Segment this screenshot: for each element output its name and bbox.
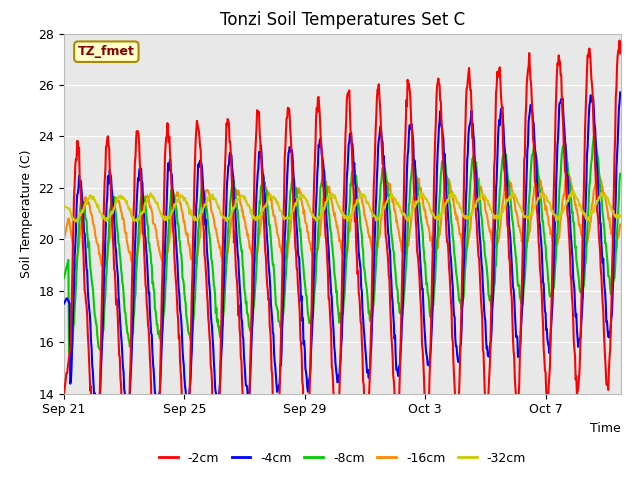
-4cm bbox=[436, 119, 444, 124]
-16cm bbox=[60, 237, 68, 242]
-4cm bbox=[616, 90, 624, 96]
-32cm bbox=[309, 212, 317, 217]
-8cm bbox=[347, 181, 355, 187]
-2cm bbox=[60, 391, 68, 396]
-32cm bbox=[436, 212, 444, 217]
-4cm bbox=[112, 248, 120, 254]
-4cm bbox=[380, 153, 388, 159]
-32cm bbox=[60, 203, 68, 209]
-8cm bbox=[590, 133, 598, 139]
-16cm bbox=[112, 196, 120, 202]
-32cm bbox=[112, 200, 120, 206]
-2cm bbox=[339, 258, 346, 264]
Line: -4cm: -4cm bbox=[64, 93, 620, 418]
-32cm bbox=[339, 209, 346, 215]
-2cm bbox=[380, 180, 388, 185]
-4cm bbox=[94, 415, 102, 420]
-2cm bbox=[112, 302, 120, 308]
-16cm bbox=[347, 219, 355, 225]
-2cm bbox=[309, 231, 317, 237]
-16cm bbox=[380, 198, 388, 204]
-8cm bbox=[380, 166, 388, 172]
-8cm bbox=[112, 212, 120, 218]
-2cm bbox=[347, 129, 355, 135]
Legend: -2cm, -4cm, -8cm, -16cm, -32cm: -2cm, -4cm, -8cm, -16cm, -32cm bbox=[154, 447, 531, 469]
-4cm bbox=[339, 315, 346, 321]
Line: -2cm: -2cm bbox=[64, 41, 620, 480]
-2cm bbox=[616, 50, 624, 56]
-32cm bbox=[616, 213, 624, 219]
-4cm bbox=[309, 306, 317, 312]
-32cm bbox=[380, 204, 388, 210]
-16cm bbox=[339, 251, 346, 257]
-16cm bbox=[309, 254, 317, 260]
-32cm bbox=[568, 189, 576, 194]
Line: -16cm: -16cm bbox=[64, 171, 620, 271]
-16cm bbox=[436, 232, 444, 238]
-8cm bbox=[67, 356, 74, 362]
-8cm bbox=[436, 195, 444, 201]
X-axis label: Time: Time bbox=[590, 422, 621, 435]
-4cm bbox=[60, 300, 68, 307]
-16cm bbox=[564, 168, 572, 174]
-16cm bbox=[100, 268, 108, 274]
-8cm bbox=[616, 171, 624, 177]
-8cm bbox=[339, 308, 346, 314]
-2cm bbox=[436, 82, 444, 88]
Y-axis label: Soil Temperature (C): Soil Temperature (C) bbox=[20, 149, 33, 278]
-4cm bbox=[347, 133, 355, 139]
Line: -8cm: -8cm bbox=[64, 136, 620, 359]
-8cm bbox=[309, 314, 317, 320]
Line: -32cm: -32cm bbox=[64, 192, 620, 222]
-2cm bbox=[616, 38, 623, 44]
-32cm bbox=[73, 219, 81, 225]
Title: Tonzi Soil Temperatures Set C: Tonzi Soil Temperatures Set C bbox=[220, 11, 465, 29]
-8cm bbox=[60, 275, 68, 281]
-32cm bbox=[347, 216, 355, 221]
-16cm bbox=[616, 222, 624, 228]
Text: TZ_fmet: TZ_fmet bbox=[78, 45, 135, 58]
